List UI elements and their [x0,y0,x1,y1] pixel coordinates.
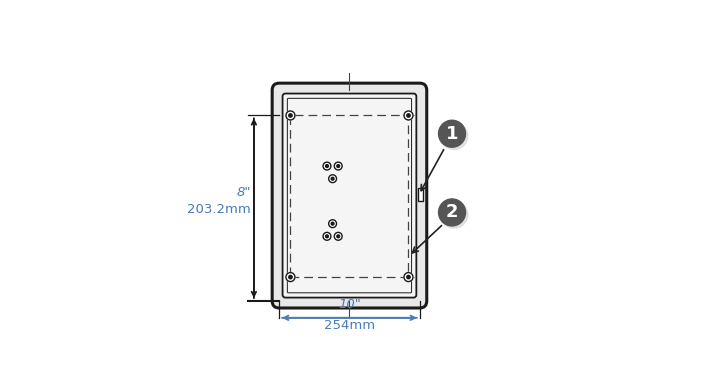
Circle shape [329,220,336,228]
Circle shape [439,199,466,226]
Circle shape [439,120,466,147]
Text: 254mm: 254mm [324,319,375,332]
Circle shape [288,114,292,117]
Circle shape [323,233,331,240]
Circle shape [407,275,410,279]
Circle shape [337,235,340,238]
Text: 1: 1 [446,125,458,143]
Circle shape [325,165,328,168]
Circle shape [441,201,468,228]
Circle shape [441,123,468,150]
Text: 8": 8" [236,186,251,199]
Circle shape [286,111,295,120]
Circle shape [404,273,413,281]
Circle shape [286,273,295,281]
Circle shape [337,165,340,168]
Circle shape [334,162,342,170]
FancyBboxPatch shape [272,83,427,308]
Circle shape [331,222,334,225]
Circle shape [407,114,410,117]
Circle shape [323,162,331,170]
Circle shape [331,177,334,180]
FancyBboxPatch shape [283,93,416,297]
Text: 203.2mm: 203.2mm [187,203,251,216]
Circle shape [288,275,292,279]
Bar [291,115,408,277]
Circle shape [404,111,413,120]
Text: 10": 10" [338,298,361,311]
Bar [418,188,423,201]
Text: 2: 2 [446,203,458,222]
Circle shape [325,235,328,238]
Circle shape [329,175,336,182]
Circle shape [334,233,342,240]
